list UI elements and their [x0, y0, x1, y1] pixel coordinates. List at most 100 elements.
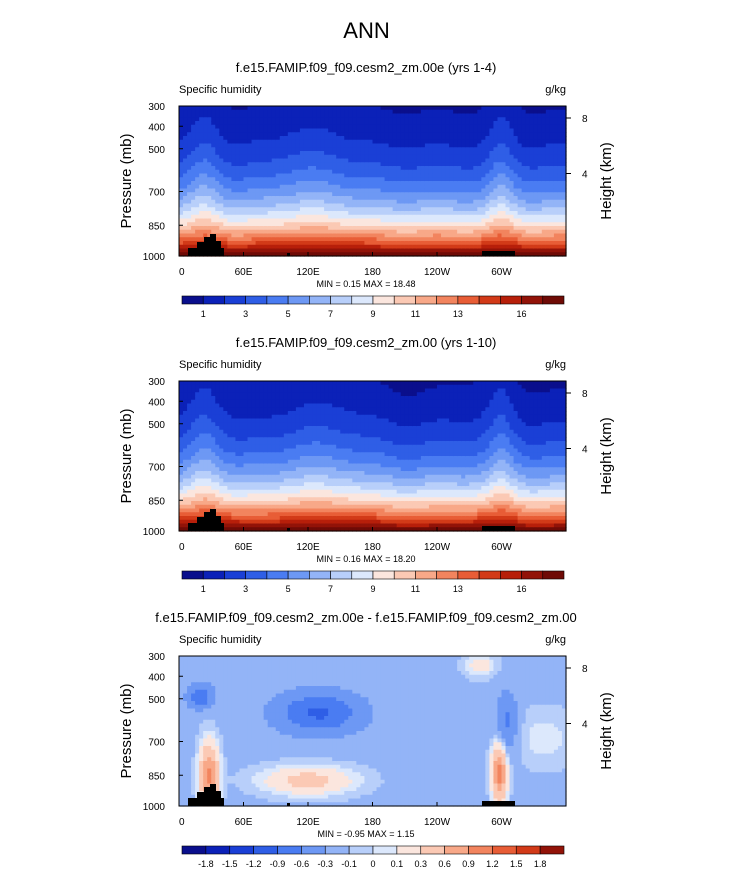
contour-cell	[251, 411, 257, 416]
contour-cell	[263, 188, 269, 193]
contour-cell	[428, 226, 434, 231]
contour-cell	[227, 244, 233, 250]
contour-cell	[283, 244, 289, 250]
contour-cell	[509, 109, 515, 115]
contour-cell	[263, 169, 269, 175]
contour-cell	[509, 214, 515, 220]
contour-cell	[416, 124, 422, 130]
contour-cell	[183, 437, 188, 442]
contour-cell	[424, 184, 430, 190]
contour-cell	[513, 241, 519, 246]
contour-cell	[195, 429, 200, 435]
contour-cell	[537, 177, 543, 182]
contour-cell	[481, 244, 486, 250]
contour-cell	[553, 128, 559, 133]
contour-cell	[437, 136, 442, 141]
contour-cell	[187, 429, 192, 435]
contour-cell	[441, 248, 446, 253]
contour-cell	[541, 237, 547, 242]
contour-cell	[553, 248, 559, 253]
contour-cell	[267, 106, 273, 111]
contour-cell	[324, 248, 329, 253]
contour-cell	[489, 244, 495, 250]
contour-cell	[283, 512, 289, 517]
contour-cell	[529, 132, 535, 137]
contour-cell	[275, 437, 281, 442]
contour-cell	[259, 244, 265, 250]
contour-cell	[380, 158, 386, 163]
contour-cell	[312, 248, 317, 253]
contour-cell	[509, 113, 515, 118]
contour-cell	[299, 162, 305, 167]
contour-cell	[179, 196, 184, 201]
contour-cell	[541, 192, 547, 197]
contour-cell	[513, 222, 519, 227]
contour-cell	[251, 414, 257, 420]
contour-cell	[348, 233, 353, 238]
contour-cell	[291, 117, 297, 122]
contour-cell	[553, 147, 559, 152]
contour-cell	[247, 471, 253, 476]
contour-cell	[308, 154, 313, 160]
contour-cell	[179, 471, 184, 476]
contour-cell	[199, 188, 204, 193]
contour-cell	[428, 113, 434, 118]
contour-cell	[525, 244, 531, 250]
contour-cell	[445, 169, 450, 175]
contour-cell	[497, 106, 503, 111]
contour-cell	[223, 218, 228, 223]
contour-cell	[481, 188, 486, 193]
contour-cell	[183, 143, 188, 148]
contour-cell	[356, 188, 362, 193]
contour-cell	[312, 203, 317, 208]
contour-cell	[275, 184, 281, 190]
contour-cell	[223, 181, 228, 186]
contour-cell	[541, 241, 547, 246]
contour-cell	[275, 117, 281, 122]
contour-cell	[243, 188, 249, 193]
contour-cell	[283, 459, 289, 465]
contour-cell	[243, 501, 249, 506]
contour-cell	[219, 184, 224, 190]
contour-cell	[195, 158, 200, 163]
contour-cell	[251, 151, 257, 156]
contour-cell	[420, 207, 426, 212]
contour-cell	[513, 248, 519, 253]
contour-cell	[445, 237, 450, 242]
contour-cell	[412, 154, 418, 160]
contour-cell	[251, 444, 257, 450]
contour-cell	[287, 143, 293, 148]
contour-cell	[312, 188, 317, 193]
contour-cell	[183, 456, 188, 461]
contour-cell	[428, 166, 434, 171]
contour-cell	[259, 196, 265, 201]
contour-cell	[396, 177, 402, 182]
contour-cell	[320, 147, 325, 152]
contour-cell	[352, 188, 357, 193]
contour-cell	[384, 173, 390, 178]
colorbar-swatch	[330, 295, 353, 305]
contour-cell	[372, 248, 378, 253]
contour-cell	[424, 229, 430, 235]
contour-cell	[533, 139, 539, 145]
contour-cell	[183, 388, 188, 393]
contour-cell	[179, 218, 184, 223]
contour-cell	[207, 113, 212, 118]
contour-cell	[376, 173, 382, 178]
contour-cell	[340, 192, 345, 197]
contour-cell	[368, 188, 374, 193]
contour-cell	[481, 192, 486, 197]
contour-cell	[453, 177, 458, 182]
contour-cell	[380, 143, 386, 148]
contour-cell	[191, 214, 196, 220]
contour-cell	[267, 121, 273, 126]
contour-cell	[227, 143, 233, 148]
contour-cell	[267, 474, 273, 480]
contour-cell	[320, 169, 325, 175]
contour-cell	[388, 211, 394, 216]
contour-cell	[179, 512, 184, 517]
contour-cell	[485, 196, 491, 201]
contour-cell	[303, 124, 309, 130]
contour-cell	[195, 143, 200, 148]
contour-cell	[340, 214, 345, 220]
